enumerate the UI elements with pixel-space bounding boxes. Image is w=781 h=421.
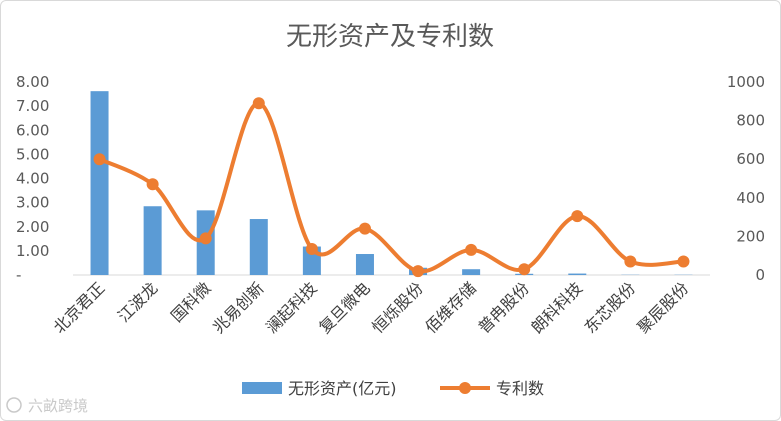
category-labels: 北京君正 江波龙 国科微兆易创新澜起科技复旦微电恒烁股份佰维存储普冉股份朗科科技东芯… [50,278,693,337]
watermark: 六畝跨境 [6,397,88,415]
line-point [146,178,159,191]
y-right-tick-label: 400 [736,189,765,207]
category-label: 朗科科技 [527,278,586,337]
bar [568,273,587,275]
y-left-tick-label: 6.00 [16,121,49,139]
line-point [571,210,584,223]
category-label: 佰维存储 [421,278,480,337]
line-point [199,232,212,245]
category-label: 北京君正 [50,278,109,337]
line-point [412,265,425,278]
line-series [93,97,690,278]
line-point [305,242,318,255]
chart-title: 无形资产及专利数 [286,22,494,52]
category-label: 国科微 [167,278,214,325]
category-label: 恒烁股份 [368,278,427,337]
line-point [358,222,371,235]
legend-bar-label: 无形资产(亿元) [288,379,397,398]
y-left-tick-label: 1.00 [16,242,49,260]
y-right-tick-label: 0 [755,266,765,284]
y-left-tick-label: 7.00 [16,97,49,115]
line-point [518,263,531,276]
line-point [93,153,106,166]
bar-series [90,91,693,275]
bar [143,206,162,275]
category-label: 兆易创新 [209,278,268,337]
legend-line-label: 专利数 [496,379,544,398]
axes: - 1.00 2.00 3.00 4.00 5.00 6.00 7.00 8.00 0 200 400… [16,73,765,284]
category-label: 复旦微电 [315,278,374,337]
watermark-logo-icon [6,397,22,413]
y-left-tick-label: 8.00 [16,73,49,91]
legend: 无形资产(亿元) 专利数 [242,379,544,398]
y-left-tick-label: 2.00 [16,218,49,236]
y-left-tick-label: - [16,266,21,284]
category-label: 澜起科技 [262,278,321,337]
legend-bar-swatch [242,382,282,394]
y-left-tick-label: 4.00 [16,170,49,188]
bar [90,91,109,275]
category-label: 聚辰股份 [634,278,693,337]
bar [462,269,481,275]
category-label: 江波龙 [114,278,161,325]
line-point [465,243,478,256]
bar [249,219,268,275]
line-point [624,255,637,268]
bar [355,254,374,275]
y-right-tick-label: 600 [736,150,765,168]
y-left-tick-label: 3.00 [16,194,49,212]
y-right-tick-label: 200 [736,227,765,245]
category-label: 东芯股份 [581,278,640,337]
legend-line-marker [459,382,471,394]
y-left-tick-label: 5.00 [16,145,49,163]
line-point [677,255,690,268]
y-right-tick-label: 1000 [727,73,765,91]
patent-line [97,101,686,274]
watermark-text: 六畝跨境 [28,397,88,415]
line-point [252,97,265,110]
y-right-tick-label: 800 [736,112,765,130]
category-label: 普冉股份 [474,278,533,337]
